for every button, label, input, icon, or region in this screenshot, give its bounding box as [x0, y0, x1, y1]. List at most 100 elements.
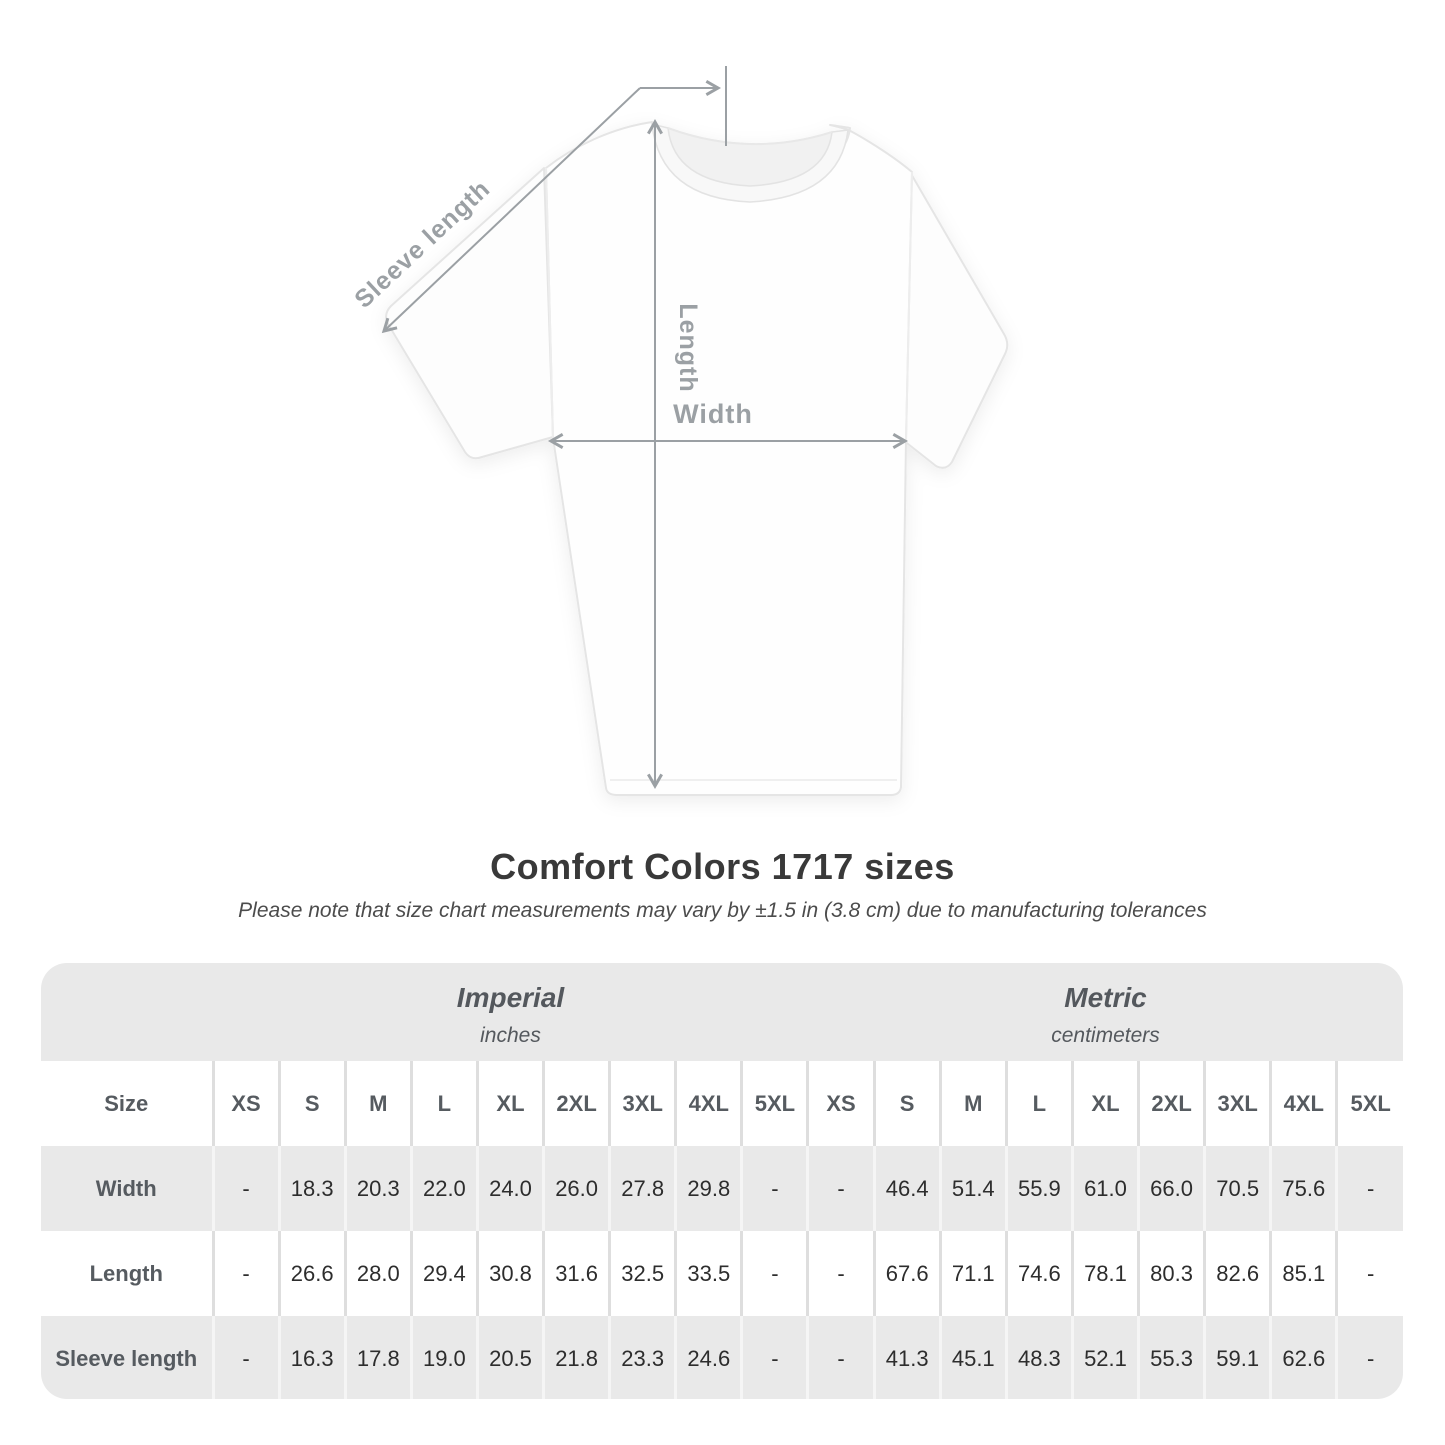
value-cell: 85.1: [1269, 1231, 1337, 1316]
size-col-header: 3XL: [608, 1061, 676, 1146]
size-col-header: XS: [806, 1061, 875, 1146]
value-cell: 48.3: [1004, 1316, 1073, 1399]
size-col-header: 2XL: [542, 1061, 610, 1146]
table-row-sleeve-length: Sleeve length - 16.3 17.8 19.0 20.5 21.8…: [41, 1316, 1403, 1399]
value-cell: -: [740, 1316, 808, 1399]
value-cell: 16.3: [277, 1316, 346, 1399]
value-cell: 52.1: [1070, 1316, 1139, 1399]
value-cell: 24.0: [475, 1146, 544, 1231]
value-cell: 26.0: [542, 1146, 610, 1231]
size-col-header: 5XL: [1335, 1061, 1403, 1146]
value-cell: 46.4: [872, 1146, 941, 1231]
value-cell: 82.6: [1203, 1231, 1271, 1316]
tshirt-measurement-diagram: Sleeve length Length Width: [349, 66, 1009, 796]
value-cell: -: [211, 1316, 280, 1399]
value-cell: 27.8: [608, 1146, 676, 1231]
size-col-header: M: [938, 1061, 1007, 1146]
size-col-header: 3XL: [1203, 1061, 1271, 1146]
value-cell: 23.3: [608, 1316, 676, 1399]
sleeve-arrow-diagonal: [381, 87, 641, 334]
size-col-header: XS: [211, 1061, 280, 1146]
metric-group-header: Metric centimeters: [807, 963, 1403, 1061]
size-col-header: S: [872, 1061, 941, 1146]
value-cell: -: [211, 1146, 280, 1231]
value-cell: 19.0: [409, 1316, 478, 1399]
size-corner-header: Size: [41, 1061, 213, 1146]
length-label: Length: [674, 303, 702, 392]
row-label: Width: [41, 1146, 213, 1231]
size-col-header: 4XL: [674, 1061, 742, 1146]
value-cell: 80.3: [1137, 1231, 1205, 1316]
value-cell: 59.1: [1203, 1316, 1271, 1399]
value-cell: -: [806, 1231, 875, 1316]
value-cell: 30.8: [475, 1231, 544, 1316]
tshirt-left-sleeve: [385, 167, 554, 460]
imperial-group-header: Imperial inches: [213, 963, 808, 1061]
imperial-label: Imperial: [456, 982, 565, 1013]
value-cell: -: [1335, 1231, 1403, 1316]
size-col-header: L: [1004, 1061, 1073, 1146]
tshirt-image: [385, 121, 1009, 796]
value-cell: 74.6: [1004, 1231, 1073, 1316]
value-cell: 62.6: [1269, 1316, 1337, 1399]
size-col-header: S: [277, 1061, 346, 1146]
value-cell: 21.8: [542, 1316, 610, 1399]
value-cell: 22.0: [409, 1146, 478, 1231]
value-cell: -: [1335, 1146, 1403, 1231]
value-cell: 24.6: [674, 1316, 742, 1399]
value-cell: 45.1: [938, 1316, 1007, 1399]
size-col-header: 5XL: [740, 1061, 808, 1146]
size-col-header: 2XL: [1137, 1061, 1205, 1146]
size-table-container: Imperial inches Metric centimeters Size …: [41, 963, 1403, 1399]
value-cell: 75.6: [1269, 1146, 1337, 1231]
table-row-width: Width - 18.3 20.3 22.0 24.0 26.0 27.8 29…: [41, 1146, 1403, 1231]
metric-unit-label: centimeters: [1051, 1024, 1160, 1047]
value-cell: 78.1: [1070, 1231, 1139, 1316]
value-cell: 70.5: [1203, 1146, 1271, 1231]
tshirt-left-seam: [545, 167, 554, 439]
row-label: Sleeve length: [41, 1316, 213, 1399]
size-col-header: XL: [1070, 1061, 1139, 1146]
size-table: Imperial inches Metric centimeters Size …: [41, 963, 1403, 1399]
value-cell: -: [740, 1231, 808, 1316]
size-col-header: M: [343, 1061, 412, 1146]
tshirt-right-sleeve: [902, 171, 1009, 469]
value-cell: 17.8: [343, 1316, 412, 1399]
tshirt-body: [545, 121, 913, 796]
value-cell: 41.3: [872, 1316, 941, 1399]
tolerance-note: Please note that size chart measurements…: [238, 899, 1207, 922]
value-cell: -: [806, 1146, 875, 1231]
size-col-header: 4XL: [1269, 1061, 1337, 1146]
value-cell: 66.0: [1137, 1146, 1205, 1231]
size-col-header: XL: [475, 1061, 544, 1146]
tshirt-right-seam: [905, 171, 913, 441]
imperial-unit-label: inches: [480, 1024, 541, 1047]
value-cell: 26.6: [277, 1231, 346, 1316]
value-cell: 51.4: [938, 1146, 1007, 1231]
value-cell: 20.5: [475, 1316, 544, 1399]
width-label: Width: [673, 399, 753, 429]
unit-group-row: Imperial inches Metric centimeters: [41, 963, 1403, 1061]
measurement-arrows: [381, 66, 909, 790]
value-cell: 33.5: [674, 1231, 742, 1316]
value-cell: 18.3: [277, 1146, 346, 1231]
row-label: Length: [41, 1231, 213, 1316]
table-row-length: Length - 26.6 28.0 29.4 30.8 31.6 32.5 3…: [41, 1231, 1403, 1316]
value-cell: 67.6: [872, 1231, 941, 1316]
value-cell: 55.9: [1004, 1146, 1073, 1231]
value-cell: 28.0: [343, 1231, 412, 1316]
value-cell: 31.6: [542, 1231, 610, 1316]
value-cell: 55.3: [1137, 1316, 1205, 1399]
metric-label: Metric: [1064, 982, 1147, 1013]
value-cell: -: [211, 1231, 280, 1316]
value-cell: -: [806, 1316, 875, 1399]
value-cell: 71.1: [938, 1231, 1007, 1316]
size-col-header: L: [409, 1061, 478, 1146]
value-cell: 61.0: [1070, 1146, 1139, 1231]
tshirt-collar-band: [651, 123, 849, 203]
value-cell: 29.8: [674, 1146, 742, 1231]
value-cell: 32.5: [608, 1231, 676, 1316]
value-cell: -: [740, 1146, 808, 1231]
page-title: Comfort Colors 1717 sizes: [490, 846, 955, 887]
